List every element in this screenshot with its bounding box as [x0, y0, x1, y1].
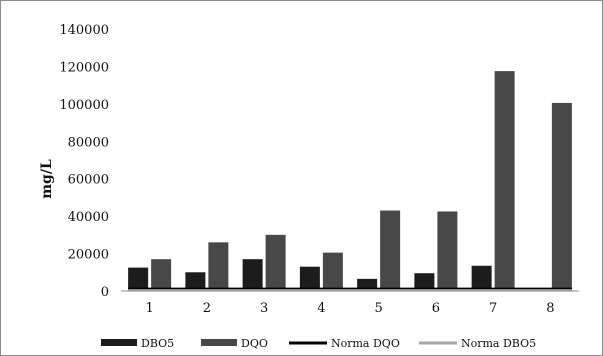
legend: DBO5 DQO Norma DQO Norma DBO5 [101, 337, 536, 350]
bar-dqo [151, 259, 172, 291]
legend-label: Norma DQO [331, 337, 400, 350]
x-tick-label: 3 [260, 301, 268, 316]
y-tick-label: 80000 [68, 135, 109, 150]
x-tick-label: 4 [317, 301, 325, 316]
bar-dbo5 [471, 265, 492, 291]
y-tick-label: 140000 [59, 23, 109, 38]
x-tick-label: 7 [489, 301, 497, 316]
y-axis-label: mg/L [39, 159, 55, 199]
reference-lines [128, 287, 572, 292]
bar-dqo [437, 211, 458, 291]
y-tick-label: 20000 [68, 248, 109, 263]
bar-dqo [208, 242, 229, 291]
bar-dqo [551, 102, 572, 292]
x-tick-label: 5 [374, 301, 382, 316]
y-axis-ticks: 0 20000 40000 60000 80000 100000 120000 140000 [59, 23, 109, 300]
y-tick-label: 60000 [68, 173, 109, 188]
x-tick-label: 8 [546, 301, 554, 316]
legend-label: DQO [241, 337, 268, 350]
bars [128, 71, 572, 292]
y-tick-label: 40000 [68, 210, 109, 225]
bar-dbo5 [128, 267, 149, 291]
bar-dbo5 [185, 272, 206, 291]
legend-label: DBO5 [141, 337, 174, 350]
legend-swatch-dqo [201, 339, 237, 346]
x-tick-label: 6 [432, 301, 440, 316]
y-tick-label: 120000 [59, 60, 109, 75]
bar-dqo [265, 234, 286, 291]
bar-dbo5 [414, 273, 435, 291]
bar-dqo [380, 210, 401, 291]
x-axis-ticks: 1 2 3 4 5 6 7 8 [145, 301, 554, 316]
x-tick-label: 2 [203, 301, 211, 316]
y-tick-label: 100000 [59, 98, 109, 113]
bar-dqo [494, 71, 515, 291]
y-tick-label: 0 [101, 285, 109, 300]
bar-dqo [322, 252, 343, 291]
x-tick-label: 1 [145, 301, 153, 316]
bar-dbo5 [299, 266, 320, 291]
legend-swatch-dbo5 [101, 339, 137, 346]
legend-label: Norma DBO5 [461, 337, 536, 350]
bar-dbo5 [242, 259, 263, 291]
